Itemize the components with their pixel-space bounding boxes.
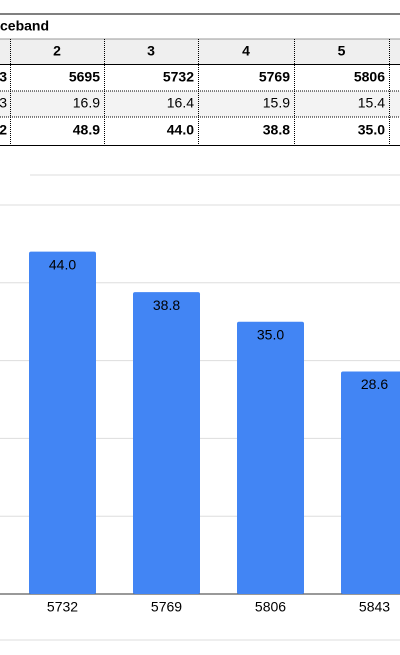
data-label: 38.8 <box>153 297 180 313</box>
table-cell: 38.8 <box>263 122 290 138</box>
column-header: 5 <box>338 43 346 59</box>
table-cell: 16.4 <box>167 95 194 111</box>
table-cell: 5806 <box>354 69 385 85</box>
data-label: 35.0 <box>257 326 284 342</box>
bar <box>133 292 200 594</box>
table-cell: 5695 <box>69 69 100 85</box>
table-title: ceband <box>0 18 49 34</box>
table-cell: 3 <box>0 95 7 111</box>
table-cell: 5732 <box>163 69 194 85</box>
data-label: 44.0 <box>49 256 76 272</box>
x-tick-label: 5806 <box>255 599 286 615</box>
table-cell: 5769 <box>259 69 290 85</box>
header-bg <box>0 39 400 64</box>
bar <box>341 371 400 594</box>
bar <box>237 321 304 594</box>
table-bg <box>0 14 400 146</box>
column-header: 3 <box>147 43 155 59</box>
table-cell: 15.9 <box>263 95 290 111</box>
column-header: 2 <box>53 43 61 59</box>
table-cell: 48.9 <box>73 122 100 138</box>
table-cell: 3 <box>0 69 7 85</box>
x-tick-label: 5732 <box>47 599 78 615</box>
table-cell: 44.0 <box>167 122 194 138</box>
table-cell: 16.9 <box>73 95 100 111</box>
bar <box>29 251 96 594</box>
table-cell: 35.0 <box>358 122 385 138</box>
data-label: 28.6 <box>361 376 388 392</box>
x-tick-label: 5769 <box>151 599 182 615</box>
column-header: 4 <box>242 43 250 59</box>
row-bg <box>0 91 400 117</box>
table-cell: 2 <box>0 122 7 138</box>
x-tick-label: 5843 <box>359 599 390 615</box>
table-cell: 15.4 <box>358 95 385 111</box>
